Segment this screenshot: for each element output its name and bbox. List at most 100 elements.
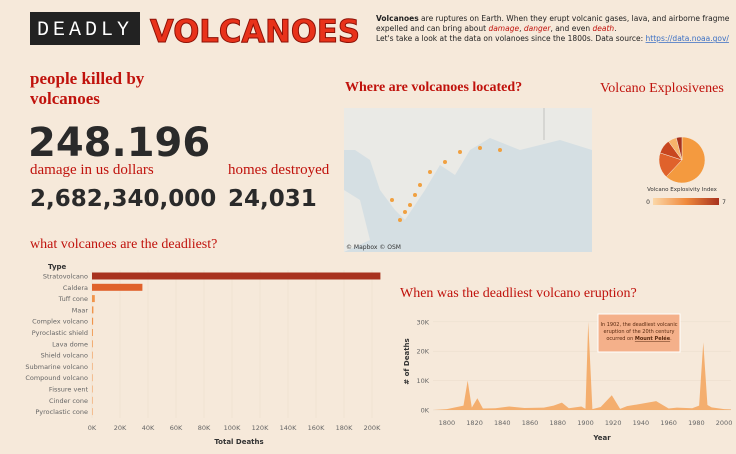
description-text: expelled and can bring about	[376, 24, 488, 33]
y-tick-label: Stratovolcano	[43, 273, 88, 281]
kpi-value: 24,031	[228, 186, 317, 212]
y-tick-label: Shield volcano	[41, 352, 88, 360]
annotation-text: ocurred on Mount Pelée.	[606, 335, 672, 342]
description-text: ,	[519, 24, 524, 33]
bar	[92, 295, 95, 303]
y-tick-label: Pyroclastic shield	[32, 329, 88, 337]
colorbar-tick-label: 0	[646, 199, 650, 206]
bar	[92, 385, 93, 393]
bar	[92, 374, 93, 382]
x-tick-label: 180K	[336, 424, 353, 432]
x-tick-label: 160K	[308, 424, 325, 432]
x-tick-label: 2000	[716, 419, 733, 427]
x-tick-label: 1980	[688, 419, 705, 427]
kpi-label: people killed by	[30, 69, 145, 88]
y-tick-label: Complex volcano	[32, 318, 88, 326]
description-emph: damage	[488, 24, 519, 33]
y-tick-label: Maar	[72, 306, 89, 314]
pie-slice	[675, 136, 683, 161]
x-tick-label: 80K	[198, 424, 211, 432]
x-tick-label: 200K	[364, 424, 381, 432]
x-tick-label: 100K	[224, 424, 241, 432]
description-emph: danger	[524, 24, 551, 33]
x-tick-label: 1840	[494, 419, 511, 427]
y-tick-label: Compound volcano	[25, 374, 88, 382]
annotation-box	[597, 313, 681, 353]
x-tick-label: 140K	[280, 424, 297, 432]
bar	[92, 272, 381, 280]
annotation-text: .	[670, 336, 672, 342]
x-tick-label: 120K	[252, 424, 269, 432]
map-title: Where are volcanoes located?	[345, 80, 522, 95]
x-axis-title: Year	[592, 434, 611, 442]
y-tick-label: Pyroclastic cone	[35, 408, 88, 416]
kpi-value: 2,682,340,000	[30, 186, 216, 212]
kpi-label: homes destroyed	[228, 162, 330, 178]
bar	[92, 408, 93, 416]
tag-box	[30, 12, 140, 45]
bar	[92, 283, 143, 291]
description-text: Let's take a look at the data on volanoe…	[376, 34, 646, 43]
x-tick-label: 1860	[522, 419, 539, 427]
description-lead: Volcanoes	[376, 14, 419, 23]
chart-title: Volcano Explosivenes	[600, 81, 724, 96]
description-text: .	[614, 24, 616, 33]
y-tick-label: Caldera	[63, 284, 88, 292]
x-tick-label: 1880	[549, 419, 566, 427]
description-line: Volcanoes are ruptures on Earth. When th…	[376, 14, 730, 23]
colorbar-tick-label: 7	[722, 199, 726, 206]
x-axis-title: Total Deaths	[214, 438, 263, 446]
description-line: Let's take a look at the data on volanoe…	[376, 34, 729, 43]
pie-slice	[665, 136, 706, 184]
x-tick-label: 1940	[633, 419, 650, 427]
y-tick-label: Fissure vent	[49, 386, 89, 394]
description-text: , and even	[550, 24, 592, 33]
bar	[92, 396, 93, 404]
y-axis-title: # of Deaths	[403, 338, 411, 384]
x-tick-label: 1900	[577, 419, 594, 427]
x-tick-label: 1960	[660, 419, 677, 427]
map-attribution: © Mapbox © OSM	[346, 244, 401, 251]
x-tick-label: 1800	[439, 419, 456, 427]
header-tag: DEADLY	[37, 19, 133, 42]
description-line: expelled and can bring about damage, dan…	[376, 24, 617, 33]
map-land	[344, 108, 592, 220]
annotation-link: Mount Pelée	[635, 335, 671, 342]
y-tick-label: Submarine volcano	[25, 363, 88, 371]
bar	[92, 362, 93, 370]
x-tick-label: 1920	[605, 419, 622, 427]
x-tick-label: 20K	[114, 424, 127, 432]
y-tick-label: Cinder cone	[49, 397, 88, 405]
legend-title: Volcano Explosivity Index	[647, 187, 718, 193]
bar	[92, 306, 94, 314]
y-tick-label: Tuff cone	[58, 295, 88, 303]
chart-title: When was the deadliest volcano eruption?	[400, 286, 637, 301]
bar	[92, 317, 94, 325]
map[interactable]: © Mapbox © OSM	[344, 108, 592, 252]
x-tick-label: 0K	[88, 424, 97, 432]
x-tick-label: 1820	[466, 419, 483, 427]
y-tick-label: 30K	[416, 318, 429, 326]
annotation-text: eruption of the 20th century	[603, 329, 674, 335]
header-title: VOLCANOES	[150, 14, 360, 50]
annotation-text: In 1902, the deadliest volcanic	[601, 322, 678, 328]
colorbar	[653, 198, 719, 205]
kpi-label: damage in us dollars	[30, 162, 154, 178]
y-tick-label: 20K	[416, 348, 429, 356]
map-land	[344, 190, 370, 252]
y-tick-label: Lava dome	[52, 340, 88, 348]
kpi-label: volcanoes	[30, 89, 100, 108]
bar	[92, 340, 93, 348]
area	[433, 321, 731, 410]
source-link[interactable]: https://data.noaa.gov/	[646, 34, 730, 43]
kpi-value: 248.196	[28, 120, 210, 166]
description-emph: death	[593, 24, 615, 33]
description-text: are ruptures on Earth. When they erupt v…	[419, 14, 730, 23]
bar	[92, 351, 93, 359]
annotation-text: ocurred on	[606, 336, 635, 342]
legend-title: Type	[48, 263, 67, 271]
bar	[92, 329, 93, 336]
chart-title: what volcanoes are the deadliest?	[30, 237, 217, 252]
x-tick-label: 60K	[170, 424, 183, 432]
